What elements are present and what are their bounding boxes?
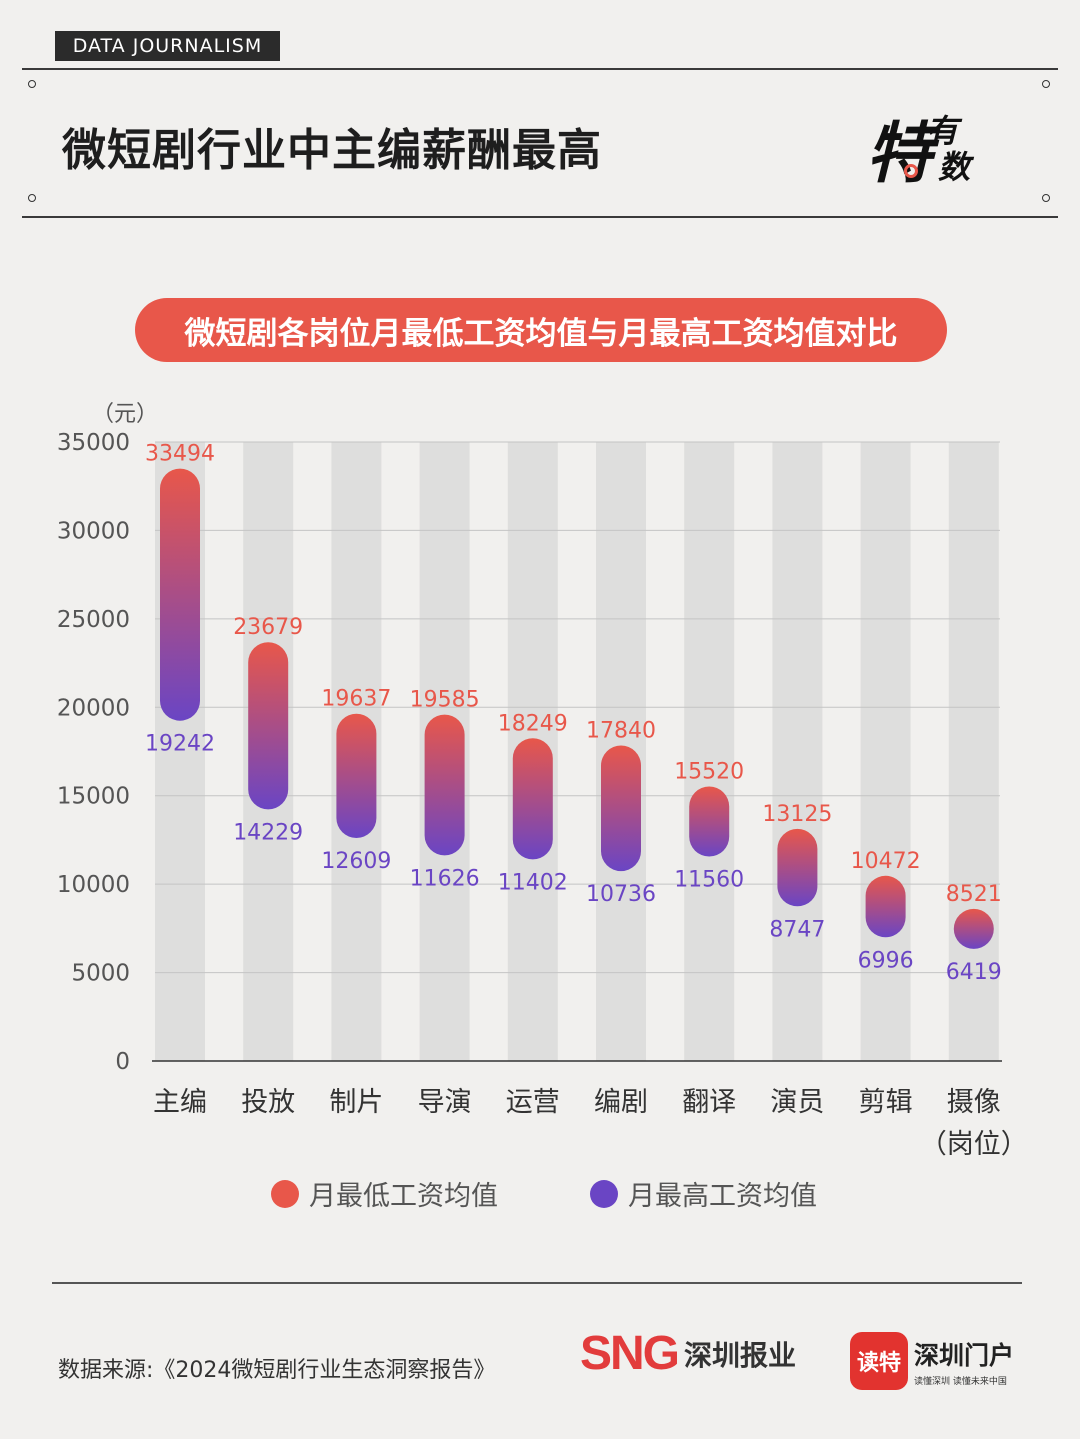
range-bar — [248, 642, 289, 810]
data-label-high: 10736 — [586, 882, 656, 907]
logo-char-small: 有 — [926, 112, 959, 150]
x-tick-label: 演员 — [770, 1087, 824, 1118]
range-bar — [865, 875, 906, 938]
data-journalism-tag: DATA JOURNALISM — [55, 31, 280, 61]
y-tick-label: 25000 — [57, 607, 130, 633]
legend-label-low: 月最低工资均值 — [309, 1181, 498, 1212]
corner-dot — [28, 194, 36, 202]
range-bar — [953, 908, 994, 949]
data-label-high: 14229 — [233, 820, 303, 845]
sng-text: 深圳报业 — [684, 1338, 797, 1372]
data-label-low: 15520 — [674, 760, 744, 785]
column-track — [860, 442, 911, 1061]
data-label-low: 23679 — [233, 615, 303, 640]
range-bar — [336, 713, 377, 839]
range-bar-chart: 0 5000 10000 15000 20000 25000 30000 35000 3349… — [57, 430, 1028, 1160]
logo-char-small: 数 — [938, 148, 971, 186]
y-tick-label: 10000 — [57, 872, 130, 898]
x-tick-label: 剪辑 — [859, 1087, 913, 1118]
legend-item-low: 月最低工资均值 — [271, 1174, 498, 1213]
data-label-high: 11560 — [674, 868, 744, 893]
legend-swatch-high — [590, 1179, 618, 1208]
data-label-low: 10472 — [851, 849, 921, 874]
data-label-low: 13125 — [762, 802, 832, 827]
data-label-high: 19242 — [145, 732, 215, 757]
brand-logo: 特 有 数 — [866, 100, 996, 192]
data-label-high: 6419 — [946, 960, 1002, 985]
data-label-low: 18249 — [498, 711, 568, 736]
range-bar — [601, 745, 641, 872]
sng-mark: SNG — [580, 1327, 680, 1380]
range-bar — [689, 786, 730, 857]
column-track — [772, 442, 823, 1061]
dute-name: 深圳门户 — [914, 1340, 1015, 1370]
data-label-high: 8747 — [769, 917, 825, 942]
range-bar — [512, 738, 553, 860]
x-tick-label: 翻译 — [682, 1087, 736, 1118]
logo-char-big: 特 — [866, 115, 932, 192]
corner-dot — [1042, 194, 1050, 202]
range-bar — [777, 828, 818, 907]
x-tick-label: 运营 — [506, 1087, 560, 1118]
x-tick-label: 摄像 — [947, 1087, 1001, 1118]
logo-magnifier-icon — [904, 164, 918, 178]
x-tick-label: 制片 — [329, 1087, 383, 1118]
data-label-high: 11626 — [410, 866, 480, 891]
footer-rule — [52, 1282, 1022, 1284]
x-tick-label: 主编 — [153, 1087, 207, 1118]
corner-dot — [1042, 80, 1050, 88]
corner-dot — [28, 80, 36, 88]
data-label-high: 12609 — [321, 849, 391, 874]
range-bar — [424, 714, 465, 856]
y-tick-label: 0 — [115, 1049, 130, 1075]
data-label-low: 19585 — [410, 688, 480, 713]
legend-swatch-low — [271, 1179, 299, 1208]
data-label-high: 11402 — [498, 870, 568, 895]
legend-item-high: 月最高工资均值 — [590, 1174, 817, 1213]
legend-label-high: 月最高工资均值 — [628, 1181, 817, 1212]
data-label-low: 8521 — [946, 882, 1002, 907]
x-tick-label: 编剧 — [594, 1087, 648, 1118]
page-title: 微短剧行业中主编薪酬最高 — [62, 125, 602, 176]
y-tick-label: 30000 — [57, 518, 130, 544]
dute-slogan: 读懂深圳 读懂未来中国 — [914, 1376, 1007, 1387]
data-source: 数据来源:《2024微短剧行业生态洞察报告》 — [58, 1358, 496, 1383]
x-axis-label: （岗位） — [920, 1129, 1028, 1160]
data-label-high: 6996 — [858, 948, 914, 973]
dute-logo: 读特 深圳门户 读懂深圳 读懂未来中国 — [850, 1332, 1014, 1390]
range-bar — [160, 468, 200, 721]
top-rule — [22, 68, 1058, 70]
header-bottom-rule — [22, 216, 1058, 218]
sng-logo: SNG 深圳报业 — [580, 1326, 796, 1381]
y-tick-label: 5000 — [71, 961, 130, 987]
y-tick-label: 20000 — [57, 695, 130, 721]
x-tick-label: 投放 — [241, 1087, 295, 1118]
data-label-low: 33494 — [145, 442, 215, 467]
y-tick-label: 15000 — [57, 784, 130, 810]
data-label-low: 19637 — [321, 687, 391, 712]
y-axis-unit: （元） — [92, 402, 159, 427]
column-track — [684, 442, 735, 1061]
chart-title-pill: 微短剧各岗位月最低工资均值与月最高工资均值对比 — [135, 298, 947, 362]
x-tick-label: 导演 — [418, 1087, 472, 1118]
dute-box: 读特 — [850, 1332, 908, 1390]
y-tick-label: 35000 — [57, 430, 130, 456]
data-label-low: 17840 — [586, 718, 656, 743]
column-track — [948, 442, 999, 1061]
